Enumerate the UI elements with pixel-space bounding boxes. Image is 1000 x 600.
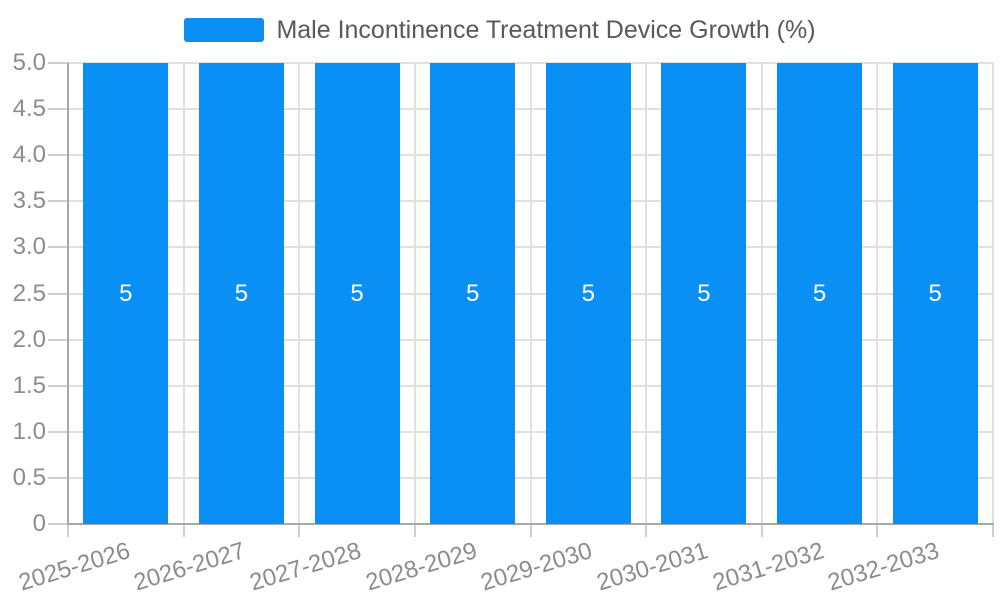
v-gridline: [876, 63, 879, 524]
y-tick: [48, 246, 68, 249]
y-tick: [48, 108, 68, 111]
legend-swatch: [184, 18, 265, 42]
bar-value-label: 5: [581, 279, 595, 307]
x-tick: [182, 524, 185, 537]
y-tick-label: 3.5: [12, 187, 46, 215]
y-tick: [48, 430, 68, 433]
v-gridline: [645, 63, 648, 524]
y-tick: [48, 523, 68, 525]
x-axis-line: [67, 523, 994, 525]
legend-label: Male Incontinence Treatment Device Growt…: [276, 16, 816, 44]
y-tick: [48, 338, 68, 341]
y-tick-label: 5.0: [12, 49, 46, 76]
x-tick: [876, 524, 879, 537]
y-tick-label: 1.5: [12, 371, 46, 399]
bar-value-label: 5: [928, 279, 942, 307]
bar[interactable]: 5: [892, 63, 978, 524]
x-tick: [67, 524, 69, 537]
v-gridline: [760, 63, 763, 524]
bar-value-label: 5: [812, 279, 827, 307]
y-tick: [48, 292, 68, 295]
v-gridline: [529, 63, 532, 524]
y-tick-label: 2.0: [12, 325, 46, 353]
bar-value-label: 5: [350, 279, 364, 307]
bar-value-label: 5: [697, 279, 711, 307]
y-tick: [48, 384, 68, 387]
bar[interactable]: 5: [314, 63, 400, 524]
y-tick: [48, 62, 68, 64]
x-tick: [645, 524, 648, 537]
legend-item[interactable]: Male Incontinence Treatment Device Growt…: [0, 17, 1000, 43]
y-tick-label: 4.0: [12, 141, 46, 169]
x-tick: [529, 524, 532, 537]
y-tick: [48, 476, 68, 479]
y-tick-label: 1.0: [12, 417, 46, 445]
v-gridline: [298, 63, 301, 524]
x-tick: [413, 524, 416, 537]
bar[interactable]: 5: [661, 63, 747, 524]
x-tick: [298, 524, 301, 537]
v-gridline: [413, 63, 416, 524]
bar-value-label: 5: [234, 279, 249, 307]
y-tick: [48, 154, 68, 157]
bar[interactable]: 5: [430, 63, 516, 524]
y-axis-line: [67, 63, 69, 524]
bar[interactable]: 5: [198, 63, 284, 524]
bar-value-label: 5: [466, 279, 480, 307]
bar[interactable]: 5: [83, 63, 169, 524]
y-tick: [48, 200, 68, 203]
bar[interactable]: 5: [777, 63, 863, 524]
y-tick-label: 0.5: [12, 463, 46, 491]
y-tick-label: 0: [32, 510, 46, 537]
y-tick-label: 4.5: [12, 95, 46, 123]
y-tick-label: 2.5: [12, 279, 46, 307]
bar[interactable]: 5: [545, 63, 631, 524]
y-tick-label: 3.0: [12, 233, 46, 261]
x-tick: [760, 524, 763, 537]
v-gridline: [182, 63, 185, 524]
bar-value-label: 5: [119, 279, 133, 307]
x-tick: [992, 524, 994, 537]
v-gridline: [992, 63, 994, 524]
